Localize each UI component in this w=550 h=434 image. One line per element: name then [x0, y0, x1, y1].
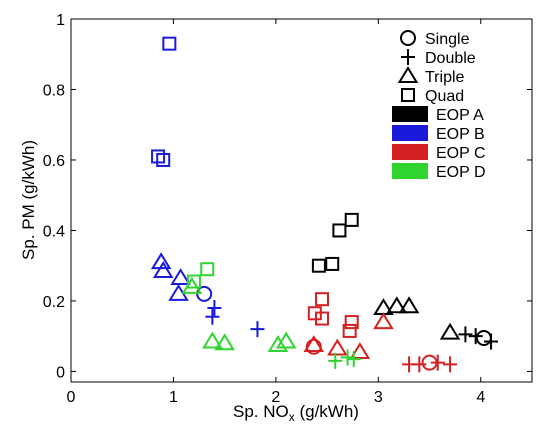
data-point [332, 223, 347, 238]
data-point [373, 312, 394, 330]
data-point [328, 352, 343, 369]
data-point [475, 329, 492, 346]
legend-label: Single [425, 31, 470, 48]
data-point [267, 335, 289, 352]
data-point [214, 333, 235, 351]
legend-label: Triple [425, 69, 465, 86]
data-point [152, 261, 174, 278]
legend-label: Quad [425, 88, 464, 105]
data-point [325, 256, 340, 271]
data-point [250, 321, 265, 338]
x-axis-label: Sp. NOx (g/kWh) [233, 402, 359, 424]
legend-label: EOP B [436, 126, 485, 143]
data-point [412, 356, 427, 373]
legend-color-swatch [392, 144, 428, 160]
data-point [186, 274, 201, 289]
legend-marker-circle [400, 30, 416, 46]
legend: Single Double Triple Quad EOP A EOP B EOP C EOP… [392, 30, 486, 181]
data-point [162, 36, 177, 51]
data-point [200, 262, 215, 277]
y-tick-label: 0.8 [43, 82, 65, 99]
data-point [430, 354, 445, 371]
data-point [327, 338, 348, 356]
data-point [344, 212, 359, 227]
data-point [181, 276, 203, 294]
data-marks [150, 36, 499, 373]
data-point [202, 331, 223, 349]
data-point [468, 328, 483, 345]
data-point [342, 323, 357, 338]
data-point [275, 331, 297, 349]
data-point [156, 152, 171, 167]
x-axis-label-unit: (g/kWh) [295, 402, 359, 421]
data-point [340, 349, 355, 366]
legend-marker-square [401, 88, 415, 102]
data-point [344, 315, 359, 330]
legend-marker-triangle [397, 66, 419, 83]
x-tick-label: 1 [169, 389, 178, 406]
data-point [207, 299, 222, 316]
legend-color-swatch [392, 125, 428, 141]
plot-frame [70, 18, 533, 383]
data-point [205, 308, 220, 325]
legend-color-swatch [392, 163, 428, 179]
data-point [170, 268, 191, 286]
legend-label: EOP D [436, 164, 486, 181]
y-tick-label: 0 [56, 364, 65, 381]
y-tick-label: 0.6 [43, 153, 65, 170]
axis-ticks: 0 1 2 3 4 0 0.2 0.4 0.6 0.8 1 [43, 12, 532, 406]
data-point [439, 322, 461, 340]
data-point [398, 296, 420, 314]
y-axis-label: Sp. PM (g/kWh) [19, 140, 38, 260]
data-point [303, 335, 325, 352]
data-point [386, 296, 408, 314]
legend-label: EOP A [436, 107, 484, 124]
data-point [314, 292, 329, 307]
x-tick-label: 0 [67, 389, 76, 406]
legend-marker-plus [401, 49, 415, 65]
legend-color-swatch [392, 106, 428, 122]
data-point [311, 258, 326, 273]
data-point [346, 351, 361, 368]
y-tick-label: 1 [56, 12, 65, 29]
x-tick-label: 3 [374, 389, 383, 406]
legend-label: Double [425, 50, 476, 67]
y-tick-label: 0.4 [43, 223, 65, 240]
x-tick-label: 4 [476, 389, 485, 406]
y-tick-label: 0.2 [43, 294, 65, 311]
legend-label: EOP C [436, 145, 486, 162]
x-tick-label: 2 [271, 389, 280, 406]
data-point [314, 311, 329, 326]
data-point [443, 356, 458, 373]
data-point [305, 338, 322, 355]
data-point [196, 285, 213, 302]
x-axis-label-main: Sp. NO [233, 402, 289, 421]
x-axis-label-subscript: x [289, 410, 295, 424]
data-point [349, 342, 371, 360]
data-point [458, 326, 473, 343]
